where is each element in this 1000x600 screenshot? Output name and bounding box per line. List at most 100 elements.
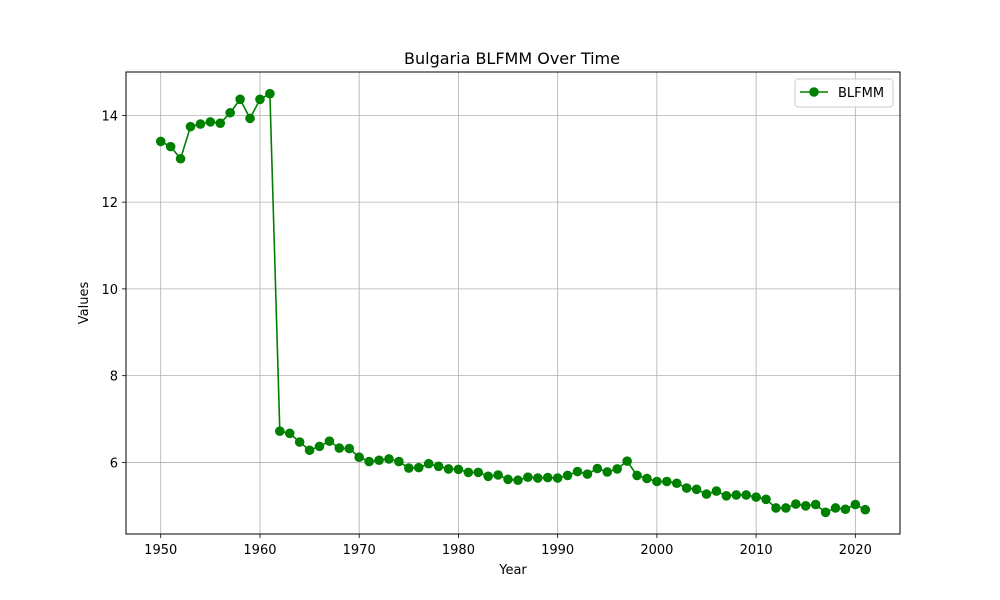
data-point	[751, 492, 761, 502]
data-point	[741, 490, 751, 500]
x-axis: 1950 1960 1970 1980 1990 2000 2010 2020	[144, 534, 872, 558]
data-point	[473, 467, 484, 478]
chart-title: Bulgaria BLFMM Over Time	[404, 49, 620, 68]
x-tick-label: 1980	[442, 543, 475, 558]
data-point	[364, 456, 374, 467]
data-point	[810, 499, 821, 510]
data-point	[562, 470, 573, 481]
data-point	[155, 136, 166, 147]
data-point	[781, 503, 791, 513]
data-point	[493, 470, 503, 480]
data-point	[185, 121, 196, 132]
data-point	[552, 473, 563, 483]
series-line	[160, 92, 866, 514]
legend: BLFMM	[794, 78, 894, 108]
x-tick-label: 1960	[243, 543, 276, 558]
data-point	[701, 489, 712, 499]
data-point	[413, 462, 424, 473]
data-point	[354, 452, 364, 463]
data-point	[433, 461, 444, 472]
data-point	[523, 472, 533, 482]
y-axis: 6 8 10 12 14	[101, 109, 126, 471]
data-point	[533, 473, 543, 483]
y-tick-label: 6	[110, 456, 118, 471]
data-point	[344, 443, 355, 454]
data-point	[662, 476, 672, 487]
data-point	[860, 504, 871, 515]
x-tick-label: 1990	[541, 543, 574, 558]
x-tick-label: 1970	[343, 543, 376, 558]
data-point	[771, 503, 781, 513]
data-point	[195, 119, 206, 129]
x-tick-label: 2010	[740, 543, 773, 558]
data-point	[245, 113, 255, 124]
data-point	[453, 464, 464, 475]
data-point	[632, 470, 642, 481]
data-point	[483, 471, 493, 482]
x-tick-label: 2020	[839, 543, 872, 558]
y-tick-label: 12	[101, 196, 118, 211]
data-point	[215, 118, 226, 128]
data-point	[225, 107, 235, 118]
plot-area-frame	[125, 71, 901, 535]
data-point	[294, 437, 305, 447]
data-point	[175, 153, 186, 164]
data-point	[800, 501, 811, 511]
data-point	[443, 464, 454, 474]
y-tick-label: 10	[101, 283, 118, 298]
data-point	[394, 456, 404, 467]
data-point	[205, 117, 216, 127]
data-point	[542, 472, 553, 483]
data-point	[761, 494, 771, 505]
data-point	[324, 436, 335, 446]
data-point	[721, 491, 732, 501]
data-point	[711, 486, 722, 496]
data-point	[165, 141, 176, 152]
data-point	[503, 474, 513, 485]
y-tick-label: 8	[110, 370, 118, 385]
data-point	[314, 441, 325, 452]
data-point	[334, 443, 345, 453]
data-point	[652, 476, 662, 487]
y-tick-label: 14	[101, 109, 118, 124]
data-point	[582, 469, 593, 479]
data-point	[622, 456, 632, 466]
data-point	[513, 475, 523, 486]
data-point	[275, 426, 285, 436]
data-point	[235, 94, 245, 105]
data-point	[612, 464, 622, 474]
data-point	[731, 490, 742, 500]
data-point	[284, 428, 295, 439]
data-point	[840, 504, 851, 515]
data-point	[850, 499, 861, 510]
data-point	[820, 507, 831, 518]
data-point	[423, 458, 434, 469]
data-point	[691, 484, 702, 495]
x-tick-label: 2000	[640, 543, 673, 558]
data-point	[572, 466, 583, 477]
y-axis-label: Values	[77, 282, 92, 325]
x-tick-label: 1950	[144, 543, 177, 558]
data-point	[642, 473, 652, 484]
data-point	[602, 467, 613, 477]
data-point	[681, 483, 692, 493]
data-point	[830, 503, 841, 513]
data-point	[304, 445, 315, 456]
data-point	[384, 454, 394, 464]
data-point	[463, 467, 474, 478]
grid	[126, 72, 900, 534]
data-point	[404, 463, 414, 473]
data-point	[265, 88, 275, 99]
x-axis-label: Year	[498, 563, 527, 578]
data-point	[791, 499, 801, 509]
legend-label-blfmm: BLFMM	[838, 86, 884, 101]
legend-marker-swatch	[809, 87, 819, 97]
data-point	[592, 463, 603, 474]
data-point	[374, 455, 384, 466]
data-point	[255, 94, 265, 105]
legend-box	[794, 78, 894, 108]
series-blfmm	[155, 88, 871, 518]
data-point	[671, 478, 682, 489]
